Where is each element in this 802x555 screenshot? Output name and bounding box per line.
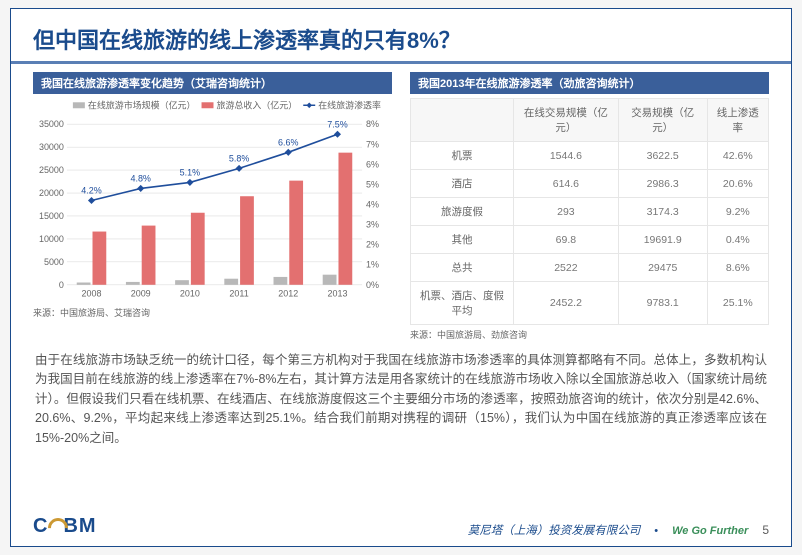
chart-heading: 我国在线旅游渗透率变化趋势（艾瑞咨询统计）: [33, 72, 392, 94]
svg-text:2011: 2011: [229, 289, 248, 299]
table-heading: 我国2013年在线旅游渗透率（劲旅咨询统计）: [410, 72, 769, 94]
table-cell: 总共: [411, 254, 514, 282]
table-cell: 2522: [513, 254, 618, 282]
company-name: 莫尼塔（上海）投资发展有限公司: [468, 522, 641, 538]
table-cell: 69.8: [513, 226, 618, 254]
tagline: We Go Further: [672, 525, 748, 537]
table-row: 机票、酒店、度假平均2452.29783.125.1%: [411, 282, 769, 325]
svg-text:7.5%: 7.5%: [327, 119, 347, 129]
footer-right: 莫尼塔（上海）投资发展有限公司 • We Go Further 5: [468, 522, 769, 538]
table-cell: 614.6: [513, 170, 618, 198]
table-row: 旅游度假2933174.39.2%: [411, 198, 769, 226]
svg-text:2012: 2012: [278, 289, 298, 299]
svg-text:3%: 3%: [366, 220, 379, 230]
body-paragraph: 由于在线旅游市场缺乏统一的统计口径，每个第三方机构对于我国在线旅游市场渗透率的具…: [11, 341, 791, 448]
svg-text:在线旅游市场规模（亿元）: 在线旅游市场规模（亿元）: [88, 99, 196, 110]
footer: C B M 莫尼塔（上海）投资发展有限公司 • We Go Further 5: [33, 515, 769, 538]
table-cell: 2452.2: [513, 282, 618, 325]
table-cell: 其他: [411, 226, 514, 254]
table-header-cell: 线上渗透率: [707, 99, 768, 142]
svg-text:10000: 10000: [39, 234, 64, 244]
svg-text:2%: 2%: [366, 240, 379, 250]
penetration-chart: 0 5000 10000 15000 20000 25000 30000 35000 0% 1% 2…: [33, 98, 392, 303]
table-cell: 酒店: [411, 170, 514, 198]
svg-text:1%: 1%: [366, 260, 379, 270]
table-cell: 19691.9: [618, 226, 707, 254]
table-cell: 0.4%: [707, 226, 768, 254]
svg-text:6%: 6%: [366, 159, 379, 169]
svg-text:20000: 20000: [39, 188, 64, 198]
svg-text:0: 0: [59, 280, 64, 290]
svg-text:旅游总收入（亿元）: 旅游总收入（亿元）: [216, 99, 297, 110]
table-cell: 20.6%: [707, 170, 768, 198]
page-title: 但中国在线旅游的线上渗透率真的只有8%？: [11, 9, 791, 64]
table-cell: 机票、酒店、度假平均: [411, 282, 514, 325]
svg-text:4%: 4%: [366, 199, 379, 209]
footer-bullet-icon: •: [654, 525, 658, 537]
table-header-cell: [411, 99, 514, 142]
svg-text:5000: 5000: [44, 257, 64, 267]
penetration-table: 在线交易规模（亿元）交易规模（亿元）线上渗透率机票1544.63622.542.…: [410, 98, 769, 325]
svg-text:在线旅游渗透率: 在线旅游渗透率: [318, 99, 381, 110]
right-column: 我国2013年在线旅游渗透率（劲旅咨询统计） 在线交易规模（亿元）交易规模（亿元…: [410, 72, 769, 341]
table-header-cell: 在线交易规模（亿元）: [513, 99, 618, 142]
svg-text:15000: 15000: [39, 211, 64, 221]
svg-text:0%: 0%: [366, 280, 379, 290]
table-cell: 42.6%: [707, 142, 768, 170]
table-row: 机票1544.63622.542.6%: [411, 142, 769, 170]
logo-letter: C: [33, 515, 47, 538]
chart-source: 来源：中国旅游局、艾瑞咨询: [33, 306, 392, 319]
table-row: 酒店614.62986.320.6%: [411, 170, 769, 198]
table-source: 来源：中国旅游局、劲旅咨询: [410, 328, 769, 341]
table-cell: 1544.6: [513, 142, 618, 170]
table-header-cell: 交易规模（亿元）: [618, 99, 707, 142]
svg-text:4.8%: 4.8%: [130, 173, 150, 183]
table-cell: 8.6%: [707, 254, 768, 282]
slide-container: 但中国在线旅游的线上渗透率真的只有8%？ 我国在线旅游渗透率变化趋势（艾瑞咨询统…: [10, 8, 792, 547]
svg-text:30000: 30000: [39, 142, 64, 152]
svg-text:35000: 35000: [39, 119, 64, 129]
svg-text:5.8%: 5.8%: [229, 153, 249, 163]
chart-svg: 0 5000 10000 15000 20000 25000 30000 35000 0% 1% 2…: [33, 98, 392, 303]
table-cell: 29475: [618, 254, 707, 282]
table-cell: 机票: [411, 142, 514, 170]
svg-text:2009: 2009: [131, 289, 151, 299]
table-cell: 9783.1: [618, 282, 707, 325]
table-cell: 旅游度假: [411, 198, 514, 226]
table-cell: 2986.3: [618, 170, 707, 198]
left-column: 我国在线旅游渗透率变化趋势（艾瑞咨询统计） 0 5000 10000 15000 200…: [33, 72, 392, 341]
svg-text:7%: 7%: [366, 139, 379, 149]
logo-letter: M: [79, 515, 96, 538]
svg-text:8%: 8%: [366, 119, 379, 129]
table-row: 其他69.819691.90.4%: [411, 226, 769, 254]
svg-text:2010: 2010: [180, 289, 200, 299]
svg-text:2008: 2008: [82, 289, 102, 299]
svg-text:5%: 5%: [366, 179, 379, 189]
svg-text:25000: 25000: [39, 165, 64, 175]
svg-text:2013: 2013: [328, 289, 348, 299]
svg-text:5.1%: 5.1%: [180, 167, 200, 177]
company-logo: C B M: [33, 515, 96, 538]
svg-text:4.2%: 4.2%: [81, 185, 101, 195]
table-cell: 3174.3: [618, 198, 707, 226]
table-cell: 293: [513, 198, 618, 226]
svg-text:6.6%: 6.6%: [278, 137, 298, 147]
table-row: 总共2522294758.6%: [411, 254, 769, 282]
logo-arc-icon: [48, 517, 62, 537]
table-cell: 3622.5: [618, 142, 707, 170]
content-columns: 我国在线旅游渗透率变化趋势（艾瑞咨询统计） 0 5000 10000 15000 200…: [11, 64, 791, 341]
page-number: 5: [762, 523, 769, 537]
table-cell: 9.2%: [707, 198, 768, 226]
table-cell: 25.1%: [707, 282, 768, 325]
